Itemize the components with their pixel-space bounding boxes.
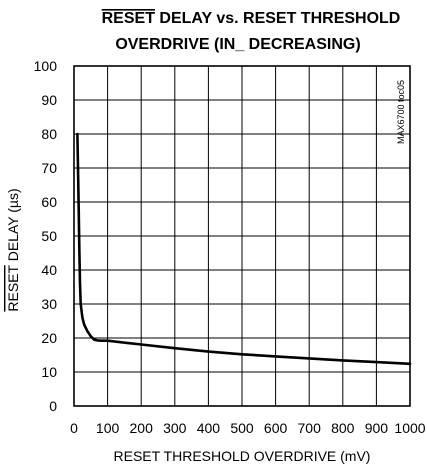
y-tick-label: 40 (41, 262, 57, 278)
plot-border (73, 65, 411, 407)
x-tick-label: 100 (96, 420, 120, 436)
y-tick-label: 70 (41, 160, 57, 176)
chart-title: RESET DELAY vs. RESET THRESHOLD OVERDRIV… (102, 10, 401, 53)
plot-frame (73, 65, 411, 407)
y-axis-label-rest: DELAY (µs) (5, 188, 21, 265)
y-tick-label: 10 (41, 364, 57, 380)
title-line-2: OVERDRIVE (IN_ DECREASING) (115, 36, 360, 53)
x-tick-label: 900 (365, 420, 389, 436)
y-tick-labels: 0 10 20 30 40 50 60 70 80 90 100 (34, 58, 58, 414)
y-axis-label-overbar: RESET (5, 264, 21, 311)
title-line-1: RESET DELAY vs. RESET THRESHOLD (102, 10, 401, 27)
y-tick-label: 100 (34, 58, 58, 74)
x-tick-label: 300 (163, 420, 187, 436)
title-line-1-rest: DELAY vs. RESET THRESHOLD (155, 10, 400, 27)
y-tick-label: 50 (41, 228, 57, 244)
x-tick-label: 600 (264, 420, 288, 436)
x-tick-label: 200 (130, 420, 154, 436)
x-tick-label: 500 (230, 420, 254, 436)
y-tick-label: 60 (41, 194, 57, 210)
grid (74, 66, 410, 406)
series-layer (76, 132, 412, 366)
y-tick-label: 30 (41, 296, 57, 312)
y-tick-label: 0 (49, 398, 57, 414)
y-tick-label: 80 (41, 126, 57, 142)
y-axis-label: RESET DELAY (µs) (5, 188, 21, 311)
y-tick-label: 20 (41, 330, 57, 346)
x-tick-label: 1000 (394, 420, 425, 436)
x-tick-label: 400 (197, 420, 221, 436)
title-overbar-text: RESET (102, 10, 156, 27)
y-tick-label: 90 (41, 92, 57, 108)
x-tick-labels: 0 100 200 300 400 500 600 700 800 900 1000 (70, 420, 426, 436)
series-line (76, 132, 412, 366)
side-note: MAX6700 toc05 (396, 80, 406, 144)
x-tick-label: 800 (331, 420, 355, 436)
x-tick-label: 700 (298, 420, 322, 436)
x-tick-label: 0 (70, 420, 78, 436)
x-axis-label: RESET THRESHOLD OVERDRIVE (mV) (114, 448, 371, 464)
